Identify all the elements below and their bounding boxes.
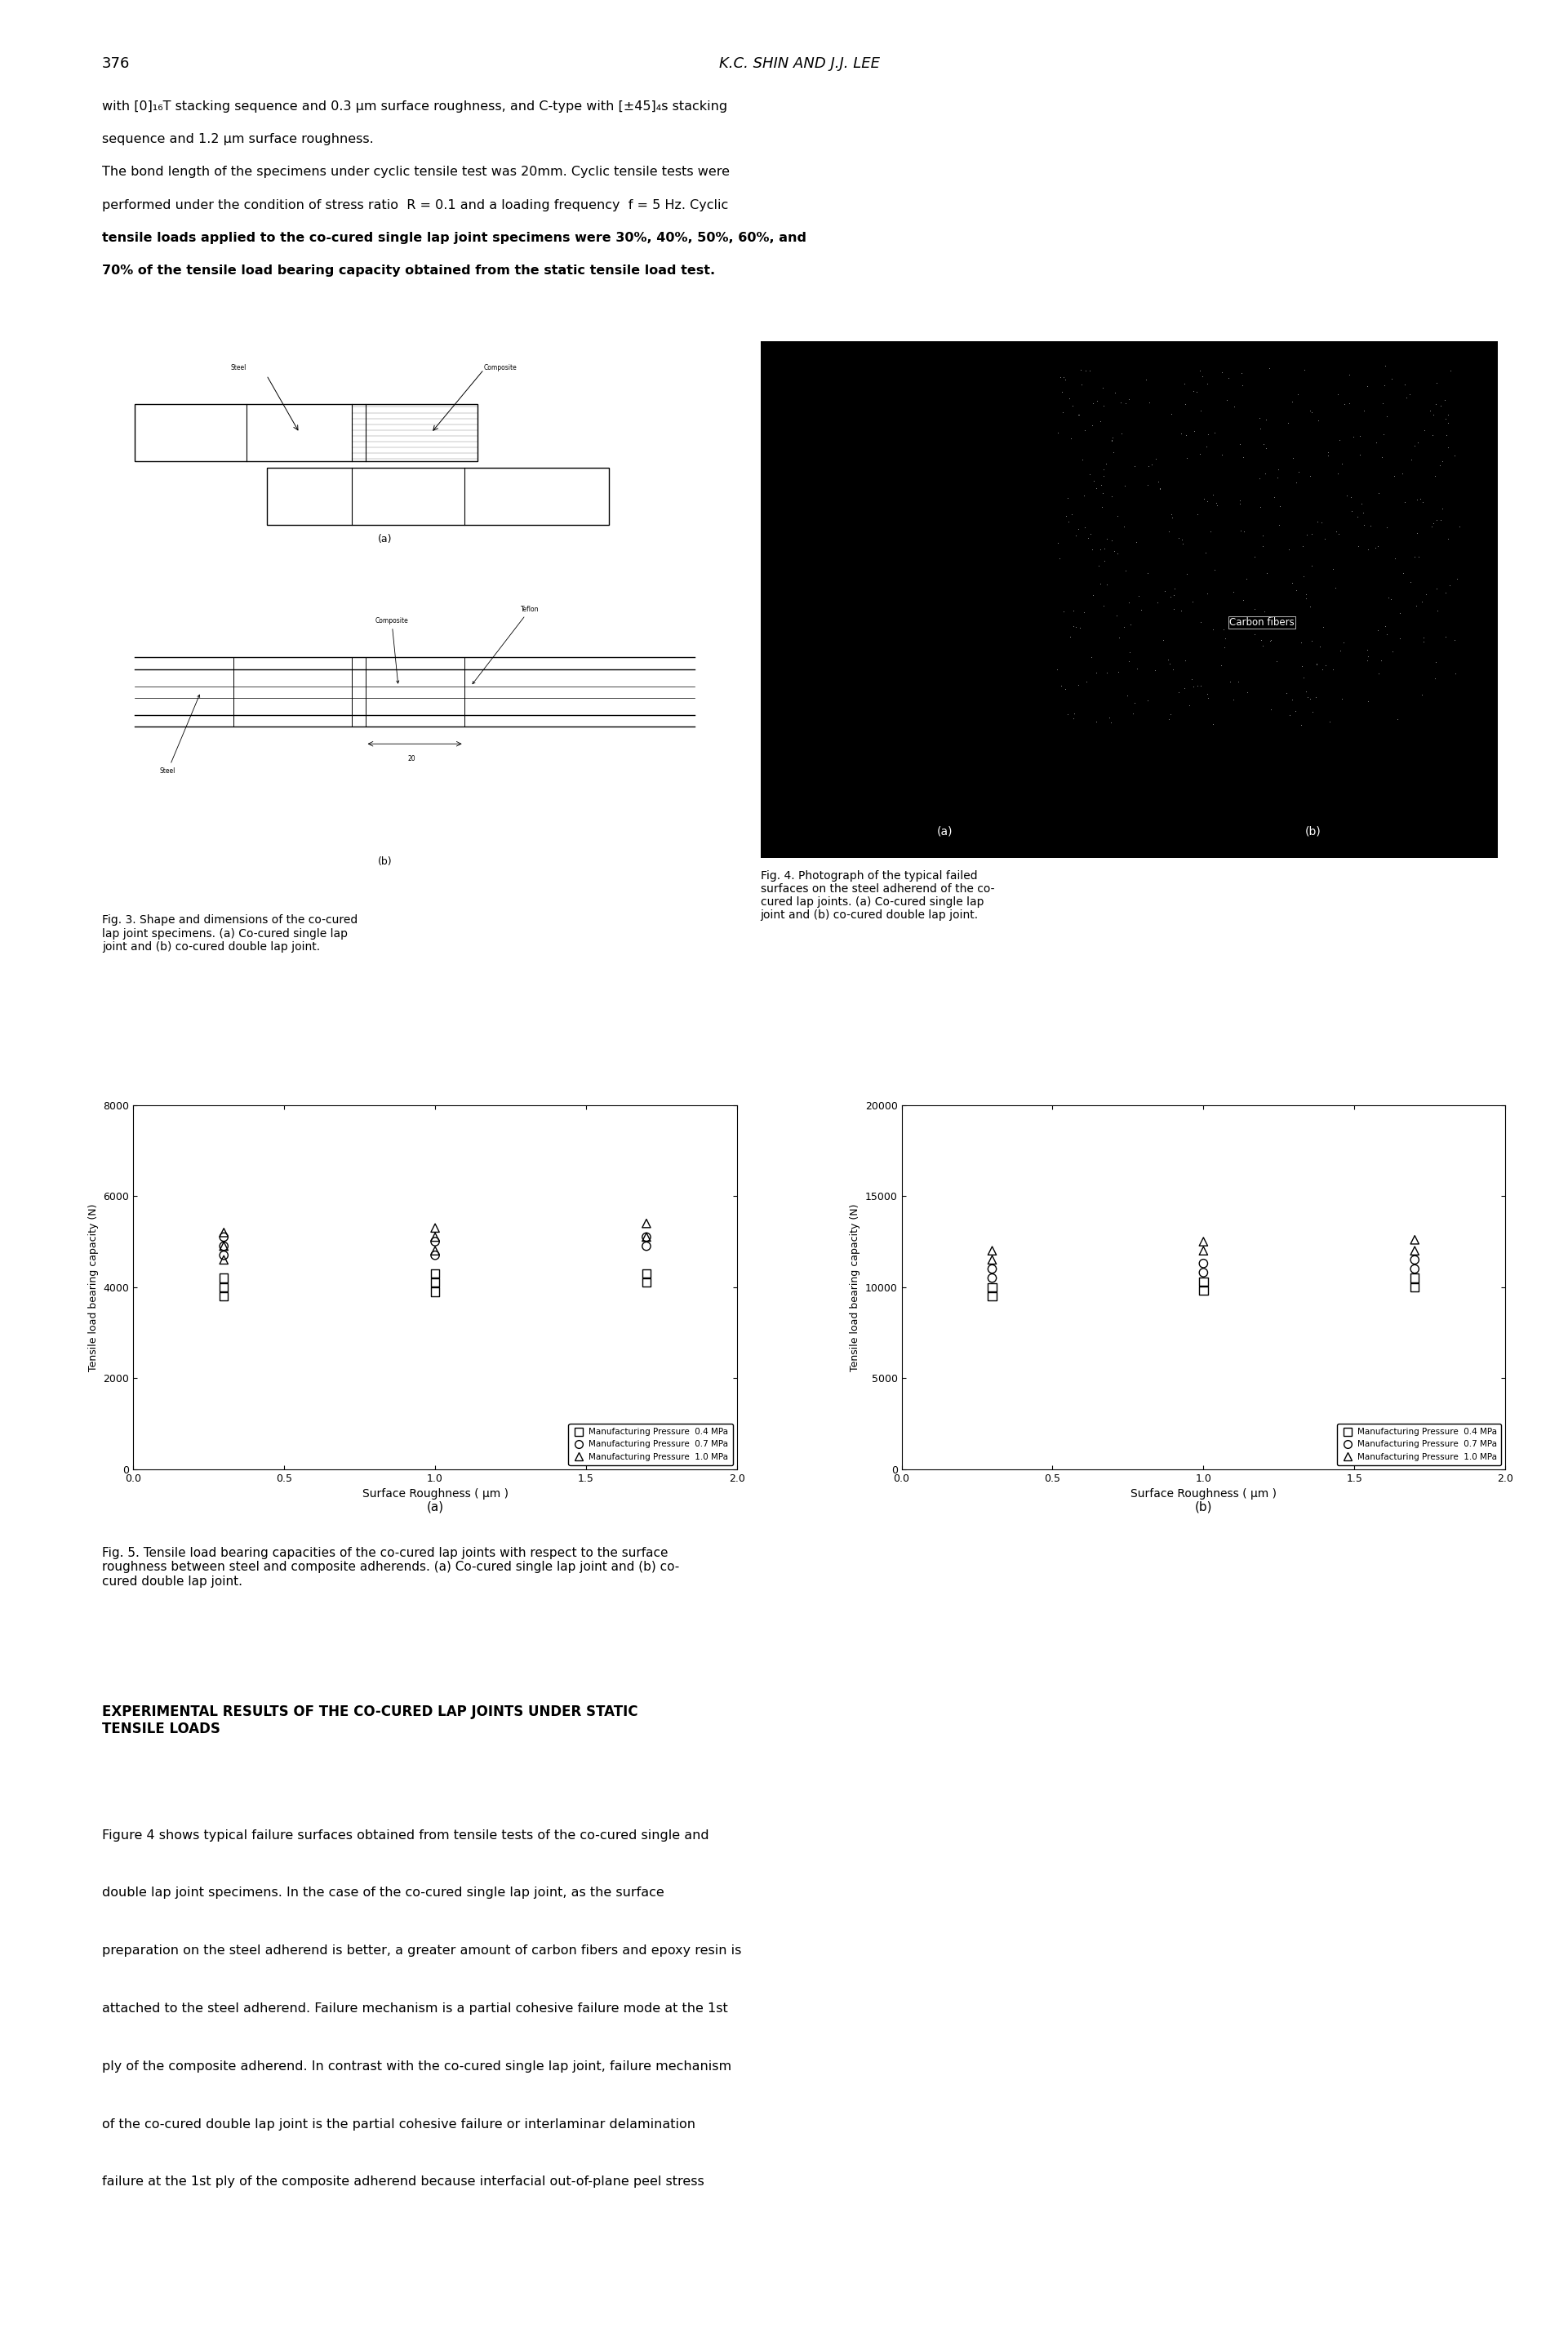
Bar <box>267 468 608 524</box>
Text: (a): (a) <box>378 534 392 545</box>
Point <box>980 1251 1005 1288</box>
Text: performed under the condition of stress ratio  R = 0.1 and a loading frequency  : performed under the condition of stress … <box>102 200 728 212</box>
Point <box>633 1204 659 1241</box>
Text: failure at the 1st ply of the composite adherend because interfacial out-of-plan: failure at the 1st ply of the composite … <box>102 2175 704 2189</box>
Point <box>980 1232 1005 1270</box>
Point <box>423 1255 448 1293</box>
Point <box>1190 1223 1215 1260</box>
Point <box>1402 1232 1427 1270</box>
Point <box>633 1265 659 1302</box>
Point <box>212 1213 237 1251</box>
Point <box>212 1241 237 1279</box>
Point <box>1402 1270 1427 1307</box>
Text: (b): (b) <box>378 856 392 868</box>
Point <box>980 1241 1005 1279</box>
Text: (a): (a) <box>936 825 953 837</box>
Text: EXPERIMENTAL RESULTS OF THE CO-CURED LAP JOINTS UNDER STATIC
TENSILE LOADS: EXPERIMENTAL RESULTS OF THE CO-CURED LAP… <box>102 1704 638 1735</box>
Point <box>212 1218 237 1255</box>
Point <box>423 1272 448 1310</box>
Text: of the co-cured double lap joint is the partial cohesive failure or interlaminar: of the co-cured double lap joint is the … <box>102 2118 695 2130</box>
Point <box>633 1218 659 1255</box>
Text: (b): (b) <box>1195 1500 1212 1514</box>
Point <box>212 1260 237 1298</box>
Text: 70% of the tensile load bearing capacity obtained from the static tensile load t: 70% of the tensile load bearing capacity… <box>102 263 715 277</box>
Point <box>423 1232 448 1270</box>
Text: Fig. 5. Tensile load bearing capacities of the co-cured lap joints with respect : Fig. 5. Tensile load bearing capacities … <box>102 1547 679 1587</box>
Point <box>1402 1251 1427 1288</box>
Text: with [0]₁₆T stacking sequence and 0.3 μm surface roughness, and C-type with [±45: with [0]₁₆T stacking sequence and 0.3 μm… <box>102 101 728 113</box>
Point <box>1190 1262 1215 1300</box>
Text: 376: 376 <box>102 56 130 71</box>
X-axis label: Surface Roughness ( μm ): Surface Roughness ( μm ) <box>1131 1488 1276 1500</box>
Point <box>1402 1220 1427 1258</box>
Point <box>212 1227 237 1265</box>
Point <box>212 1227 237 1265</box>
Text: Figure 4 shows typical failure surfaces obtained from tensile tests of the co-cu: Figure 4 shows typical failure surfaces … <box>102 1829 709 1841</box>
Text: (b): (b) <box>1305 825 1322 837</box>
Text: tensile loads applied to the co-cured single lap joint specimens were 30%, 40%, : tensile loads applied to the co-cured si… <box>102 233 806 245</box>
Legend: Manufacturing Pressure  0.4 MPa, Manufacturing Pressure  0.7 MPa, Manufacturing : Manufacturing Pressure 0.4 MPa, Manufact… <box>569 1425 732 1465</box>
Text: preparation on the steel adherend is better, a greater amount of carbon fibers a: preparation on the steel adherend is bet… <box>102 1944 742 1956</box>
Y-axis label: Tensile load bearing capacity (N): Tensile load bearing capacity (N) <box>88 1204 99 1371</box>
X-axis label: Surface Roughness ( μm ): Surface Roughness ( μm ) <box>362 1488 508 1500</box>
Point <box>1190 1232 1215 1270</box>
Y-axis label: Tensile load bearing capacity (N): Tensile load bearing capacity (N) <box>850 1204 861 1371</box>
Text: Composite: Composite <box>485 364 517 371</box>
Point <box>980 1277 1005 1314</box>
Point <box>212 1270 237 1307</box>
Point <box>633 1218 659 1255</box>
Point <box>1402 1260 1427 1298</box>
Text: K.C. SHIN AND J.J. LEE: K.C. SHIN AND J.J. LEE <box>720 56 880 71</box>
Text: attached to the steel adherend. Failure mechanism is a partial cohesive failure : attached to the steel adherend. Failure … <box>102 2003 728 2015</box>
Text: double lap joint specimens. In the case of the co-cured single lap joint, as the: double lap joint specimens. In the case … <box>102 1888 665 1900</box>
Point <box>423 1237 448 1274</box>
Point <box>423 1218 448 1255</box>
Text: Composite: Composite <box>375 618 408 684</box>
Text: Steel: Steel <box>160 696 199 773</box>
Point <box>633 1255 659 1293</box>
Point <box>423 1223 448 1260</box>
Text: Carbon fibers: Carbon fibers <box>1229 618 1294 628</box>
Text: Fig. 3. Shape and dimensions of the co-cured
lap joint specimens. (a) Co-cured s: Fig. 3. Shape and dimensions of the co-c… <box>102 915 358 952</box>
Point <box>980 1270 1005 1307</box>
Legend: Manufacturing Pressure  0.4 MPa, Manufacturing Pressure  0.7 MPa, Manufacturing : Manufacturing Pressure 0.4 MPa, Manufact… <box>1338 1425 1501 1465</box>
Text: The bond length of the specimens under cyclic tensile test was 20mm. Cyclic tens: The bond length of the specimens under c… <box>102 167 729 179</box>
Text: (a): (a) <box>426 1500 444 1514</box>
Point <box>212 1277 237 1314</box>
Text: Fig. 4. Photograph of the typical failed
surfaces on the steel adherend of the c: Fig. 4. Photograph of the typical failed… <box>760 870 994 922</box>
Bar <box>135 404 477 461</box>
Point <box>1190 1272 1215 1310</box>
Point <box>423 1265 448 1302</box>
Point <box>212 1237 237 1274</box>
Text: ply of the composite adherend. In contrast with the co-cured single lap joint, f: ply of the composite adherend. In contra… <box>102 2059 731 2074</box>
Text: Steel: Steel <box>230 364 246 371</box>
Point <box>1402 1241 1427 1279</box>
Point <box>423 1208 448 1246</box>
Text: sequence and 1.2 μm surface roughness.: sequence and 1.2 μm surface roughness. <box>102 134 373 146</box>
Point <box>633 1227 659 1265</box>
Text: 20: 20 <box>408 755 416 762</box>
Text: Teflon: Teflon <box>472 607 539 684</box>
Point <box>980 1260 1005 1298</box>
Point <box>1190 1244 1215 1281</box>
Point <box>1190 1253 1215 1291</box>
